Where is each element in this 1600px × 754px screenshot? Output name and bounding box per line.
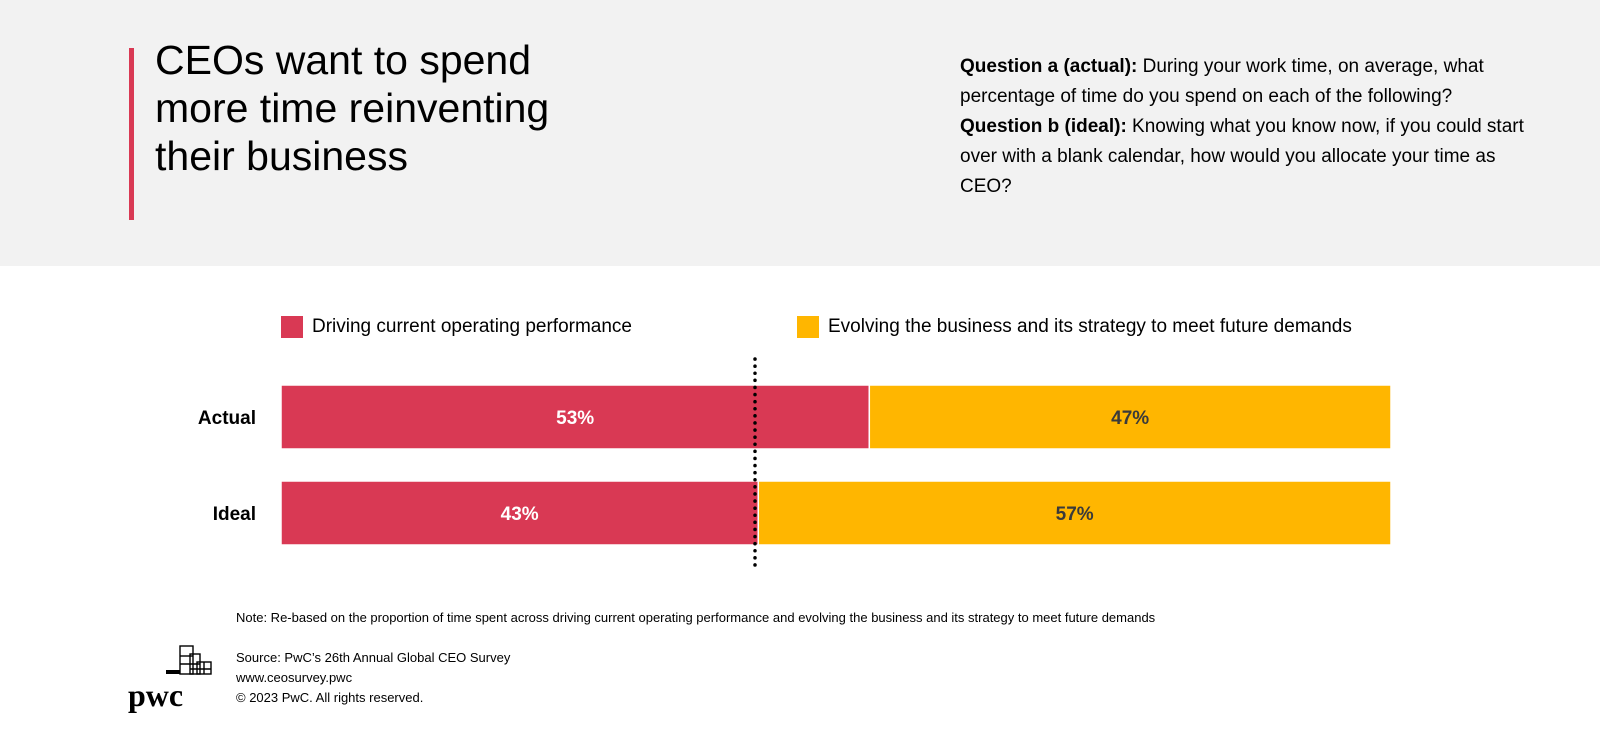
title-line: CEOs want to spend xyxy=(155,37,532,83)
stacked-bar-chart: Actual 53% 47% Ideal 43% 57% xyxy=(198,357,1392,569)
legend-swatch-series-2 xyxy=(797,316,819,338)
data-label: 57% xyxy=(1056,504,1094,525)
legend-label-series-1: Driving current operating performance xyxy=(312,316,632,337)
question-a: Question a (actual): During your work ti… xyxy=(960,52,1540,112)
pwc-logo: pwc xyxy=(128,645,212,713)
bar-segment xyxy=(868,384,1392,450)
legend-swatch-series-1 xyxy=(281,316,303,338)
question-b-label: Question b (ideal): xyxy=(960,116,1127,137)
source-block: Source: PwC’s 26th Annual Global CEO Sur… xyxy=(236,648,510,708)
page-title: CEOs want to spend more time reinventing… xyxy=(155,36,575,180)
bar-segment xyxy=(280,480,760,546)
question-b: Question b (ideal): Knowing what you kno… xyxy=(960,112,1540,202)
title-accent-bar xyxy=(129,48,134,220)
title-line: more time reinventing xyxy=(155,85,550,131)
bar-segment xyxy=(757,480,1392,546)
footnote: Note: Re-based on the proportion of time… xyxy=(236,610,1156,625)
pwc-logo-wordmark: pwc xyxy=(128,677,183,713)
title-line: their business xyxy=(155,133,408,179)
source-url: www.ceosurvey.pwc xyxy=(236,670,353,685)
bar-segment xyxy=(280,384,871,450)
question-a-label: Question a (actual): xyxy=(960,56,1138,77)
legend-label-series-2: Evolving the business and its strategy t… xyxy=(828,316,1352,337)
data-label: 43% xyxy=(501,504,539,525)
data-label: 53% xyxy=(556,408,594,429)
question-b-text: Knowing what you know now, if you could … xyxy=(960,116,1524,197)
copyright-text: © 2023 PwC. All rights reserved. xyxy=(236,690,424,705)
data-label: 47% xyxy=(1111,408,1149,429)
question-a-text: During your work time, on average, what … xyxy=(960,56,1484,107)
source-text: Source: PwC’s 26th Annual Global CEO Sur… xyxy=(236,650,511,665)
category-label: Ideal xyxy=(213,504,256,525)
header-panel: CEOs want to spend more time reinventing… xyxy=(0,0,1600,266)
legend-item-series-2: Evolving the business and its strategy t… xyxy=(797,315,1352,339)
category-label: Actual xyxy=(198,408,256,429)
legend-item-series-1: Driving current operating performance xyxy=(281,315,632,339)
